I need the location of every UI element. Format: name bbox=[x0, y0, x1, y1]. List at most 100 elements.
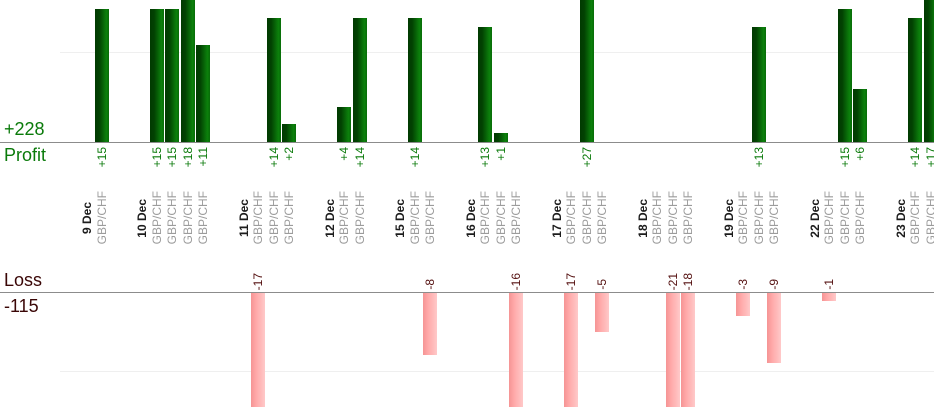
trade-column bbox=[650, 256, 666, 290]
trade-column: GBP/CHF bbox=[650, 185, 666, 251]
date-column bbox=[237, 256, 251, 290]
trade-column: GBP/CHF bbox=[251, 185, 267, 251]
trade-column bbox=[837, 256, 853, 290]
trade-column bbox=[251, 293, 267, 407]
loss-value-label: -17 bbox=[251, 272, 266, 290]
trade-column: GBP/CHF bbox=[337, 185, 353, 251]
trade-column: +6 bbox=[853, 147, 869, 187]
trade-column bbox=[266, 0, 282, 142]
date-column: 16 Dec bbox=[464, 185, 478, 251]
trade-column bbox=[767, 293, 783, 407]
date-column: 22 Dec bbox=[808, 185, 822, 251]
trade-column: -9 bbox=[767, 256, 783, 290]
symbol-label: GBP/CHF bbox=[94, 191, 109, 245]
symbol-label: GBP/CHF bbox=[266, 191, 281, 245]
trade-column: GBP/CHF bbox=[94, 185, 110, 251]
date-group bbox=[135, 0, 211, 142]
date-group: -3 -9 bbox=[722, 256, 783, 290]
date-group: +13 +1 bbox=[464, 147, 525, 187]
date-column bbox=[550, 256, 564, 290]
loss-bar bbox=[423, 293, 438, 356]
symbol-label: GBP/CHF bbox=[822, 191, 837, 245]
date-column bbox=[237, 293, 251, 407]
loss-axis-title: Loss bbox=[4, 270, 43, 290]
loss-total: -115 bbox=[4, 296, 39, 316]
trade-column bbox=[94, 0, 110, 142]
profit-value-label: +13 bbox=[751, 147, 766, 168]
trade-column bbox=[478, 256, 494, 290]
trade-column: -5 bbox=[595, 256, 611, 290]
trade-column: GBP/CHF bbox=[149, 185, 165, 251]
trade-column bbox=[822, 0, 838, 142]
date-group bbox=[135, 293, 211, 407]
trade-column bbox=[595, 147, 611, 187]
profit-bar bbox=[923, 0, 934, 142]
date-group bbox=[722, 0, 783, 142]
trade-column bbox=[509, 0, 525, 142]
symbol-label: GBP/CHF bbox=[352, 191, 367, 245]
date-group bbox=[894, 0, 934, 142]
date-label: 11 Dec bbox=[236, 198, 251, 238]
loss-value-label: -1 bbox=[822, 279, 837, 290]
trade-column: GBP/CHF bbox=[352, 185, 368, 251]
date-column bbox=[636, 147, 650, 187]
date-column bbox=[636, 293, 650, 407]
trade-column: +11 bbox=[196, 147, 212, 187]
date-group: 17 Dec GBP/CHF GBP/CHF GBP/CHF bbox=[550, 185, 611, 251]
profit-value-label: +4 bbox=[337, 147, 352, 161]
date-column bbox=[80, 256, 94, 290]
date-column bbox=[393, 256, 407, 290]
trade-column: +2 bbox=[282, 147, 298, 187]
date-group: 16 Dec GBP/CHF GBP/CHF GBP/CHF bbox=[464, 185, 525, 251]
trade-column bbox=[493, 293, 509, 407]
date-label: 10 Dec bbox=[135, 198, 149, 238]
trade-column: GBP/CHF bbox=[822, 185, 838, 251]
profit-bar bbox=[579, 0, 594, 142]
date-column bbox=[722, 147, 736, 187]
profit-bar bbox=[751, 26, 766, 142]
trade-column bbox=[149, 293, 165, 407]
trade-column: GBP/CHF bbox=[196, 185, 212, 251]
loss-bar bbox=[251, 293, 266, 407]
loss-bar bbox=[736, 293, 751, 317]
trade-column: +15 bbox=[149, 147, 165, 187]
date-group: +13 bbox=[722, 147, 783, 187]
profit-axis-title: Profit bbox=[4, 145, 47, 165]
date-column bbox=[323, 0, 337, 142]
profit-value-label: +14 bbox=[352, 147, 367, 168]
date-group bbox=[393, 0, 438, 142]
trade-column: GBP/CHF bbox=[736, 185, 752, 251]
loss-bar bbox=[564, 293, 579, 407]
loss-value-label: -8 bbox=[423, 279, 438, 290]
profit-bar bbox=[337, 106, 352, 142]
loss-axis-line bbox=[0, 292, 934, 293]
trade-column bbox=[493, 0, 509, 142]
trade-column bbox=[736, 293, 752, 407]
loss-plot-area bbox=[0, 293, 934, 407]
trade-column: -16 bbox=[509, 256, 525, 290]
trade-column bbox=[266, 256, 282, 290]
trade-column bbox=[423, 147, 439, 187]
trade-column bbox=[564, 0, 580, 142]
profit-bar bbox=[196, 44, 211, 142]
trade-column bbox=[751, 0, 767, 142]
date-column bbox=[393, 293, 407, 407]
trade-column bbox=[196, 256, 212, 290]
trade-column bbox=[853, 293, 869, 407]
date-column bbox=[135, 0, 149, 142]
trade-column: -17 bbox=[251, 256, 267, 290]
profit-value-label: +2 bbox=[282, 147, 297, 161]
symbol-label: GBP/CHF bbox=[180, 191, 195, 245]
date-column bbox=[550, 293, 564, 407]
symbol-label: GBP/CHF bbox=[681, 191, 696, 245]
trade-column bbox=[564, 147, 580, 187]
symbol-label: GBP/CHF bbox=[564, 191, 579, 245]
date-group bbox=[636, 293, 697, 407]
profit-value-label: +17 bbox=[923, 147, 934, 168]
symbol-label: GBP/CHF bbox=[923, 191, 934, 245]
profit-bar bbox=[94, 9, 109, 142]
date-column bbox=[808, 293, 822, 407]
trade-column: -18 bbox=[681, 256, 697, 290]
date-group: 23 Dec GBP/CHF GBP/CHF bbox=[894, 185, 934, 251]
